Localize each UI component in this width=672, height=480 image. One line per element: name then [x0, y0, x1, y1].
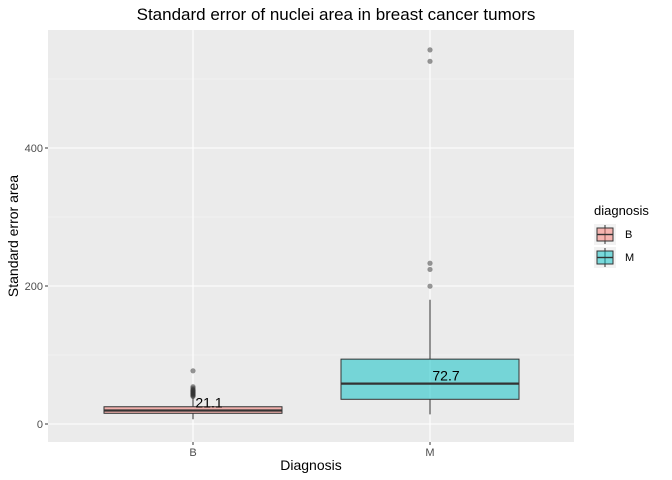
- legend-key-label: M: [625, 252, 634, 264]
- y-axis-ticks: 0 200 400: [25, 143, 48, 431]
- legend-key-label: B: [625, 229, 632, 241]
- box-plots: [103, 299, 520, 420]
- x-tick-label: M: [425, 447, 434, 459]
- legend-title: diagnosis: [594, 203, 649, 218]
- y-axis-title: Standard error area: [5, 175, 21, 297]
- legend-key-b: B: [594, 224, 632, 245]
- outlier-points: [190, 47, 433, 399]
- box-b: [103, 397, 283, 420]
- y-tick-label: 200: [25, 281, 43, 293]
- y-tick-label: 400: [25, 143, 43, 155]
- mean-label: 72.7: [432, 368, 459, 384]
- box-body: [340, 358, 520, 400]
- x-axis-title: Diagnosis: [280, 457, 341, 473]
- outlier-point: [427, 266, 433, 273]
- median-annotations: 21.1 72.7: [195, 368, 459, 411]
- x-tick-label: B: [189, 447, 196, 459]
- outlier-point: [427, 47, 433, 53]
- outlier-point: [427, 58, 433, 64]
- outlier-point: [190, 368, 196, 374]
- outlier-point: [427, 260, 433, 266]
- legend-key-m: M: [594, 247, 634, 268]
- legend: diagnosis BM: [594, 203, 649, 268]
- mean-label: 21.1: [195, 394, 222, 410]
- outlier-point: [427, 283, 433, 289]
- chart-title: Standard error of nuclei area in breast …: [136, 5, 536, 24]
- box-m: [340, 299, 520, 415]
- outlier-point: [190, 384, 196, 390]
- legend-keys: BM: [594, 224, 634, 268]
- y-tick-label: 0: [37, 419, 43, 431]
